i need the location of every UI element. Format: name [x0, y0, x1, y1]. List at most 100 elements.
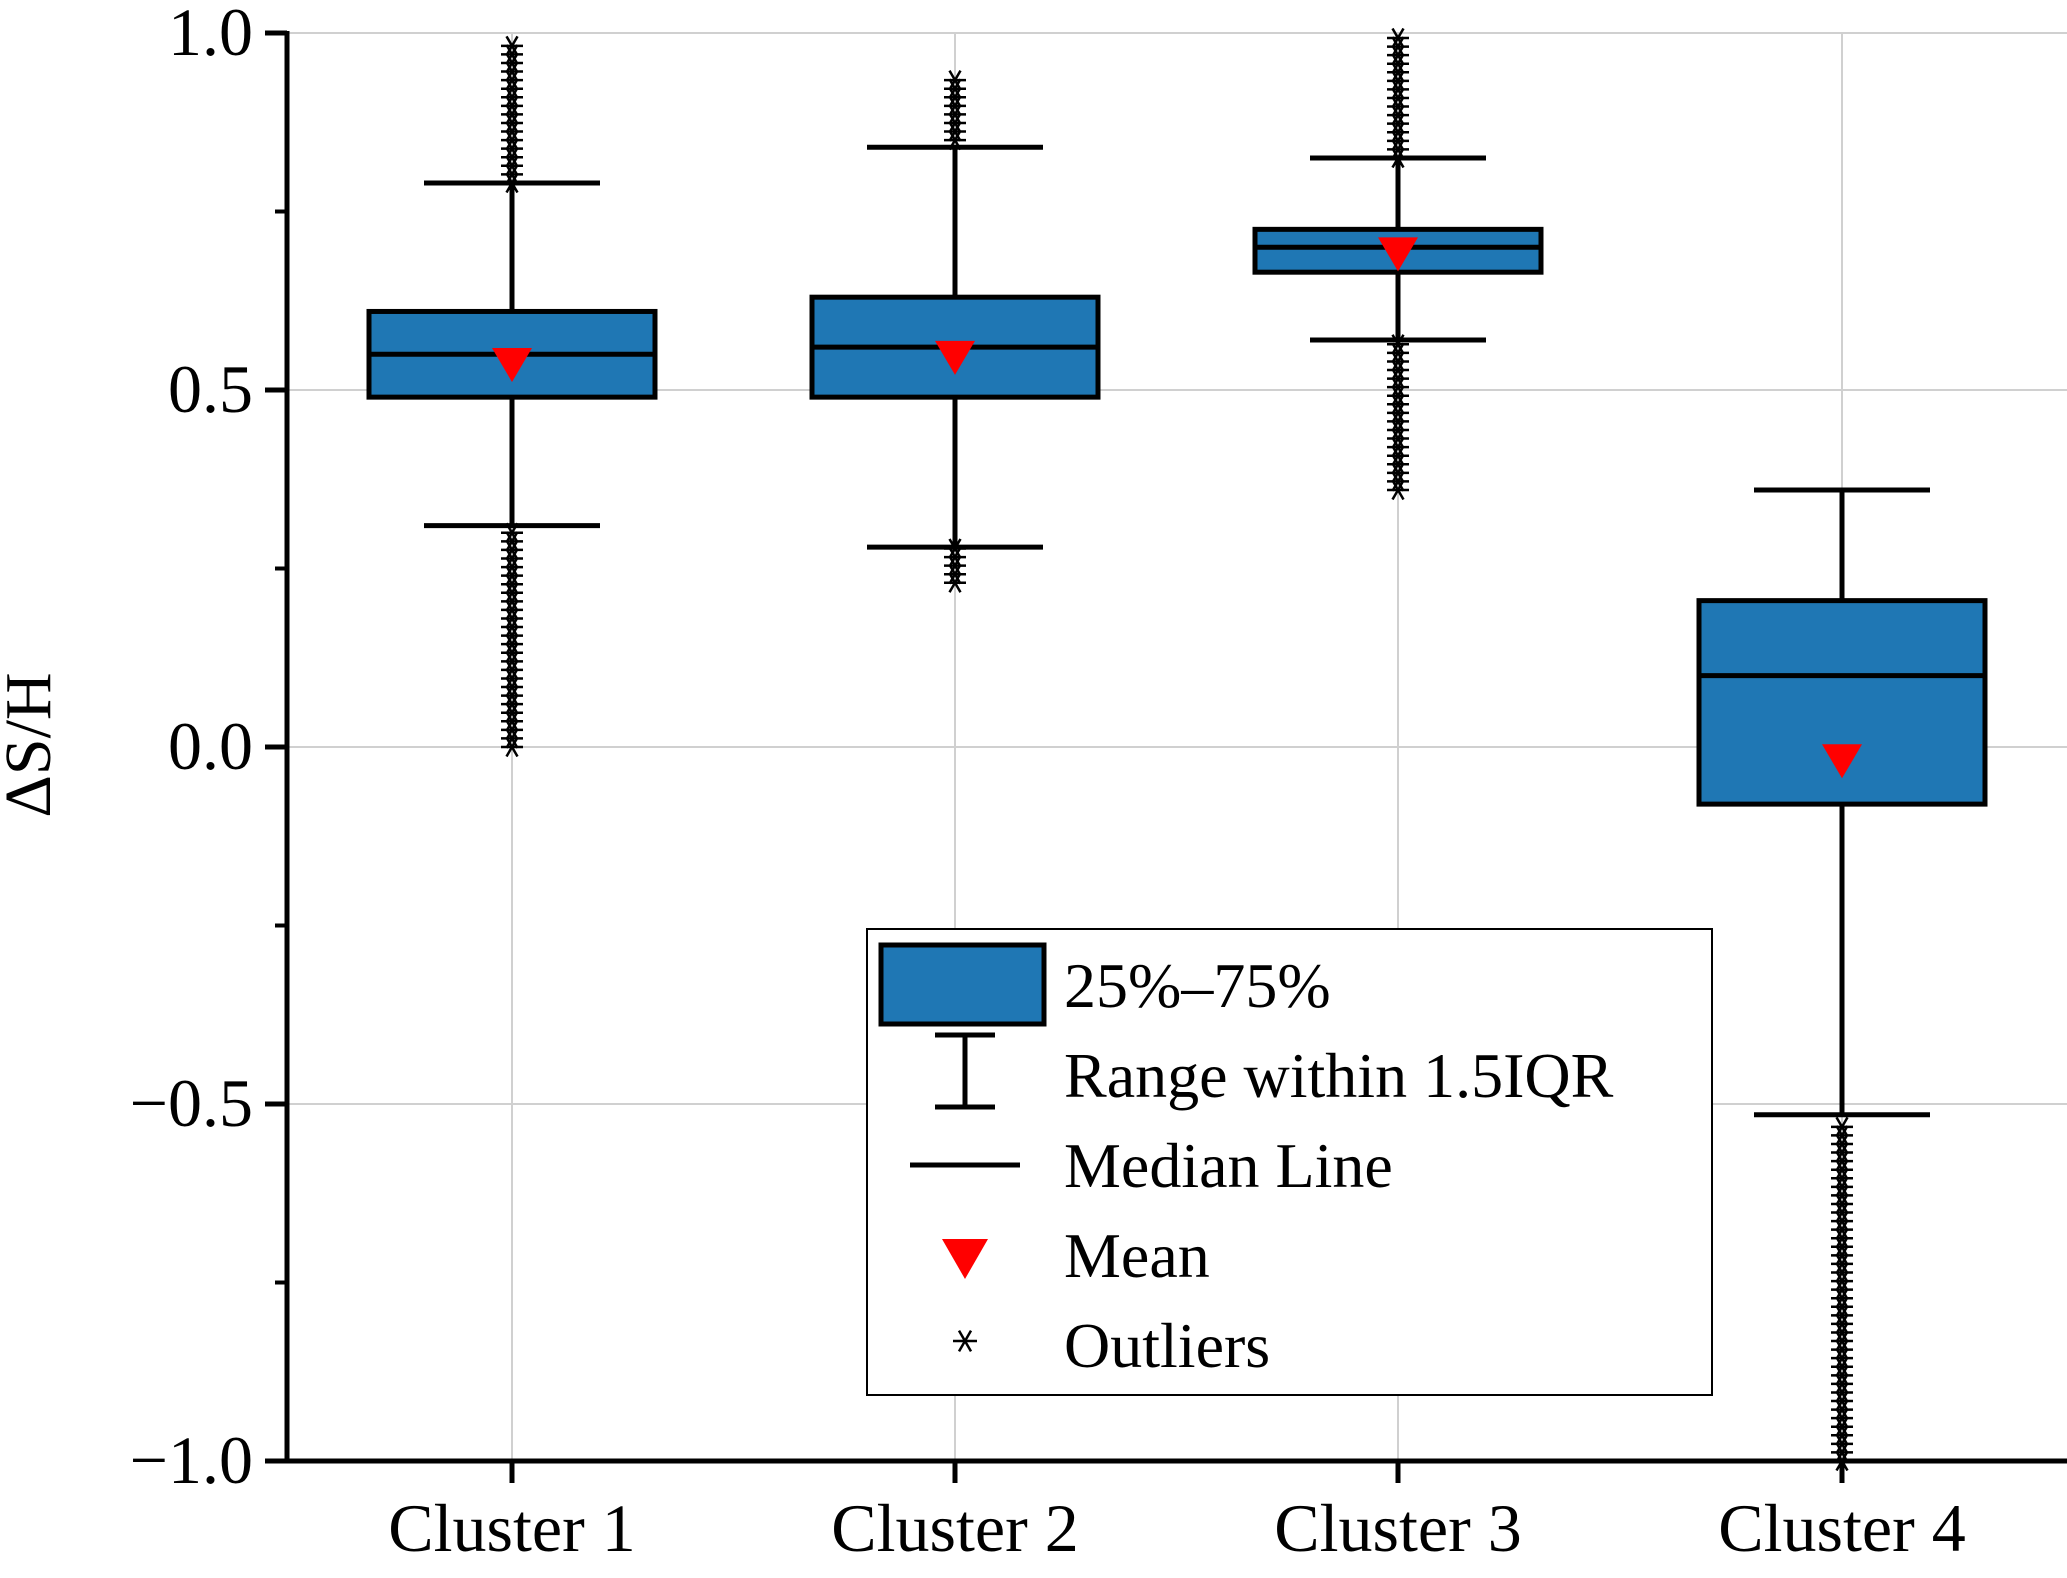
outlier-stroke [505, 616, 519, 638]
outlier-stroke [1835, 1270, 1849, 1292]
outlier-marker [1387, 44, 1409, 66]
outlier-marker [1831, 1253, 1853, 1275]
outlier-stroke [505, 556, 519, 578]
outlier-marker [1387, 385, 1409, 406]
outlier-stroke [505, 69, 519, 91]
outlier-stroke [505, 129, 519, 151]
outlier-marker [1387, 104, 1409, 126]
outlier-marker [1387, 376, 1409, 398]
outlier-stroke [505, 625, 519, 646]
outlier-marker [944, 546, 966, 568]
outlier-marker [1387, 368, 1409, 389]
outlier-marker [1387, 130, 1409, 151]
outlier-stroke [1835, 1168, 1849, 1189]
legend-box-swatch [878, 942, 1047, 1027]
outlier-stroke [1835, 1159, 1849, 1180]
outlier-stroke [1391, 96, 1405, 117]
box-3 [1252, 27, 1544, 501]
outlier-marker [1831, 1305, 1853, 1326]
outlier-stroke [1835, 1150, 1849, 1172]
outlier-marker [1831, 1210, 1853, 1232]
outlier-stroke [1391, 462, 1405, 483]
outlier-marker [1831, 1373, 1853, 1395]
outlier-marker [1831, 1270, 1853, 1292]
outlier-marker [1387, 53, 1409, 74]
outlier-stroke [1835, 1313, 1849, 1335]
outlier-marker [501, 651, 523, 672]
outlier-stroke [505, 719, 519, 741]
outlier-stroke [1835, 1296, 1849, 1317]
outlier-marker [1831, 1348, 1853, 1369]
outlier-marker [944, 129, 966, 151]
outlier-marker [1831, 1408, 1853, 1429]
outlier-marker [1831, 1313, 1853, 1335]
outlier-marker [1387, 436, 1409, 458]
legend-entry: Median Line [910, 1130, 1393, 1201]
outlier-stroke [505, 651, 519, 672]
outlier-stroke [505, 164, 519, 185]
outlier-marker [501, 574, 523, 595]
legend-label: Range within 1.5IQR [1064, 1040, 1614, 1111]
outlier-stroke [1391, 419, 1405, 441]
outlier-stroke [1835, 1210, 1849, 1232]
outlier-marker [501, 565, 523, 586]
outlier-stroke [1391, 402, 1405, 423]
x-tick-label: Cluster 1 [388, 1490, 635, 1566]
outlier-stroke [1391, 104, 1405, 126]
x-tick-label: Cluster 4 [1718, 1490, 1965, 1566]
outlier-stroke [1391, 428, 1405, 449]
outlier-stroke [948, 538, 962, 559]
outlier-stroke [1391, 147, 1405, 169]
outlier-marker [501, 129, 523, 151]
outlier-stroke [948, 564, 962, 585]
mean-marker [1822, 744, 1862, 779]
outlier-stroke [505, 685, 519, 706]
outlier-marker [1831, 1219, 1853, 1240]
outlier-stroke [1391, 139, 1405, 160]
outlier-stroke [505, 172, 519, 194]
outlier-stroke [1835, 1236, 1849, 1257]
outlier-marker [501, 539, 523, 561]
outlier-stroke [505, 104, 519, 125]
outlier-marker [501, 582, 523, 603]
outlier-marker [1387, 122, 1409, 143]
outlier-marker [501, 172, 523, 194]
outlier-stroke [505, 147, 519, 168]
outlier-marker [944, 564, 966, 585]
outlier-stroke [1835, 1133, 1849, 1155]
outlier-marker [1831, 1262, 1853, 1283]
outlier-stroke [1835, 1245, 1849, 1266]
outlier-marker [501, 35, 523, 57]
outlier-marker [501, 676, 523, 698]
outlier-stroke [505, 52, 519, 74]
outlier-marker [944, 555, 966, 576]
outlier-marker [944, 121, 966, 142]
outlier-stroke [1391, 122, 1405, 143]
outlier-marker [1387, 394, 1409, 415]
outlier-stroke [1835, 1219, 1849, 1240]
outlier-stroke [1835, 1433, 1849, 1455]
outlier-marker [501, 531, 523, 552]
legend-label: 25%–75% [1064, 950, 1331, 1021]
outlier-marker [1387, 139, 1409, 160]
outlier-marker [1387, 359, 1409, 381]
outlier-marker [501, 634, 523, 655]
outlier-stroke [1391, 342, 1405, 364]
outlier-stroke [1391, 70, 1405, 91]
outlier-marker [944, 104, 966, 125]
outlier-stroke [948, 546, 962, 568]
outlier-stroke [1835, 1356, 1849, 1377]
outlier-marker [1387, 113, 1409, 134]
outlier-marker [1831, 1390, 1853, 1412]
legend-entry: Mean [942, 1220, 1210, 1291]
outlier-stroke [948, 104, 962, 125]
outlier-stroke [505, 138, 519, 159]
outlier-stroke [505, 659, 519, 681]
outlier-marker [1831, 1296, 1853, 1317]
outlier-stroke [1391, 36, 1405, 57]
outlier-marker [501, 685, 523, 706]
outlier-stroke [1835, 1348, 1849, 1369]
outlier-stroke [948, 87, 962, 108]
outlier-marker [501, 44, 523, 65]
outlier-marker [501, 138, 523, 159]
